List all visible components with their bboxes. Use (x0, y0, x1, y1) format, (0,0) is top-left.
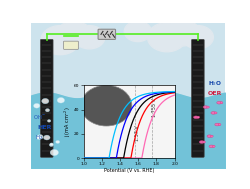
Circle shape (220, 102, 223, 104)
Text: H$_2$: H$_2$ (35, 133, 43, 142)
Circle shape (74, 26, 105, 49)
Text: OER: OER (208, 91, 222, 96)
Circle shape (81, 85, 132, 126)
FancyBboxPatch shape (98, 29, 116, 40)
Text: 1.57 V: 1.57 V (136, 125, 140, 141)
Circle shape (210, 135, 213, 137)
Circle shape (50, 143, 53, 146)
Circle shape (50, 149, 58, 156)
Ellipse shape (217, 101, 222, 104)
Circle shape (42, 98, 49, 104)
Circle shape (214, 112, 217, 114)
Ellipse shape (209, 145, 214, 148)
Circle shape (124, 21, 152, 42)
Ellipse shape (194, 116, 198, 119)
Circle shape (212, 145, 215, 147)
X-axis label: Potential (V vs. RHE): Potential (V vs. RHE) (104, 168, 154, 173)
Circle shape (57, 98, 64, 103)
Circle shape (206, 106, 209, 108)
Text: HER: HER (37, 125, 52, 130)
FancyBboxPatch shape (192, 40, 204, 157)
Text: 1.755 V: 1.755 V (152, 98, 157, 117)
Circle shape (44, 135, 50, 140)
Circle shape (218, 124, 221, 125)
Ellipse shape (215, 123, 220, 126)
Y-axis label: j (mA cm$^{-2}$): j (mA cm$^{-2}$) (62, 106, 72, 137)
Circle shape (148, 23, 186, 52)
Circle shape (203, 141, 205, 143)
Circle shape (34, 103, 40, 108)
Circle shape (165, 20, 200, 46)
Circle shape (197, 116, 200, 118)
Circle shape (56, 140, 60, 143)
Text: H$_2$O: H$_2$O (208, 79, 222, 88)
Circle shape (56, 21, 91, 47)
Ellipse shape (207, 135, 212, 138)
Ellipse shape (203, 106, 208, 108)
Text: OH$^-$: OH$^-$ (33, 113, 47, 121)
Ellipse shape (211, 112, 216, 114)
Ellipse shape (199, 141, 204, 143)
Circle shape (36, 136, 42, 139)
Circle shape (50, 144, 53, 146)
Circle shape (182, 26, 214, 49)
Circle shape (41, 26, 80, 55)
Circle shape (48, 120, 51, 122)
Circle shape (46, 109, 50, 112)
FancyBboxPatch shape (40, 40, 53, 157)
Circle shape (37, 135, 43, 139)
Polygon shape (31, 23, 225, 168)
FancyBboxPatch shape (64, 41, 78, 49)
